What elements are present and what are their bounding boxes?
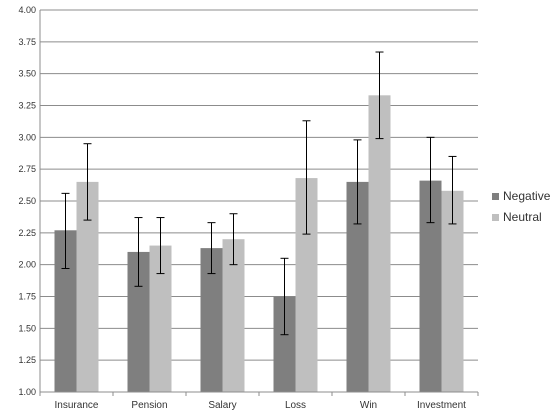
y-tick-label: 1.25 — [18, 355, 36, 365]
y-tick-label: 3.75 — [18, 37, 36, 47]
bar-neutral-win — [368, 95, 391, 393]
legend-label-neutral: Neutral — [503, 210, 542, 224]
bar-neutral-salary — [222, 239, 245, 392]
bar-neutral-investment — [441, 190, 464, 392]
gridlines — [40, 9, 478, 393]
bar-negative-pension — [127, 251, 150, 392]
x-category-label: Pension — [131, 400, 167, 411]
x-category-label: Salary — [208, 400, 236, 411]
bar-neutral-insurance — [76, 181, 99, 392]
bars — [54, 95, 464, 393]
y-tick-label: 3.25 — [18, 101, 36, 111]
bar-negative-salary — [200, 248, 223, 392]
legend-label-negative: Negative — [503, 189, 550, 203]
y-tick-label: 2.50 — [18, 196, 36, 206]
y-tick-label: 2.75 — [18, 164, 36, 174]
y-tick-label: 1.00 — [18, 387, 36, 397]
axes: 1.00 1.25 1.50 1.75 2.00 2.25 2.50 2.75 3.00 3.25… — [18, 5, 479, 411]
x-category-label: Insurance — [55, 400, 99, 411]
bar-neutral-pension — [149, 245, 172, 392]
legend-swatch-neutral — [492, 214, 499, 221]
legend-swatch-negative — [492, 193, 499, 200]
y-tick-label: 2.25 — [18, 228, 36, 238]
error-bars — [61, 51, 457, 336]
bar-negative-win — [346, 181, 369, 392]
y-tick-label: 4.00 — [18, 5, 36, 15]
x-category-label: Investment — [417, 400, 466, 411]
y-tick-label: 1.50 — [18, 323, 36, 333]
legend: Negative Neutral — [492, 189, 550, 224]
y-tick-label: 3.00 — [18, 132, 36, 142]
x-category-label: Win — [360, 400, 377, 411]
x-category-label: Loss — [285, 400, 306, 411]
bar-negative-insurance — [54, 230, 77, 392]
y-tick-label: 3.50 — [18, 69, 36, 79]
y-tick-label: 2.00 — [18, 260, 36, 270]
bar-negative-loss — [273, 296, 296, 392]
bar-negative-investment — [419, 180, 442, 392]
bar-neutral-loss — [295, 178, 318, 392]
y-tick-label: 1.75 — [18, 292, 36, 302]
